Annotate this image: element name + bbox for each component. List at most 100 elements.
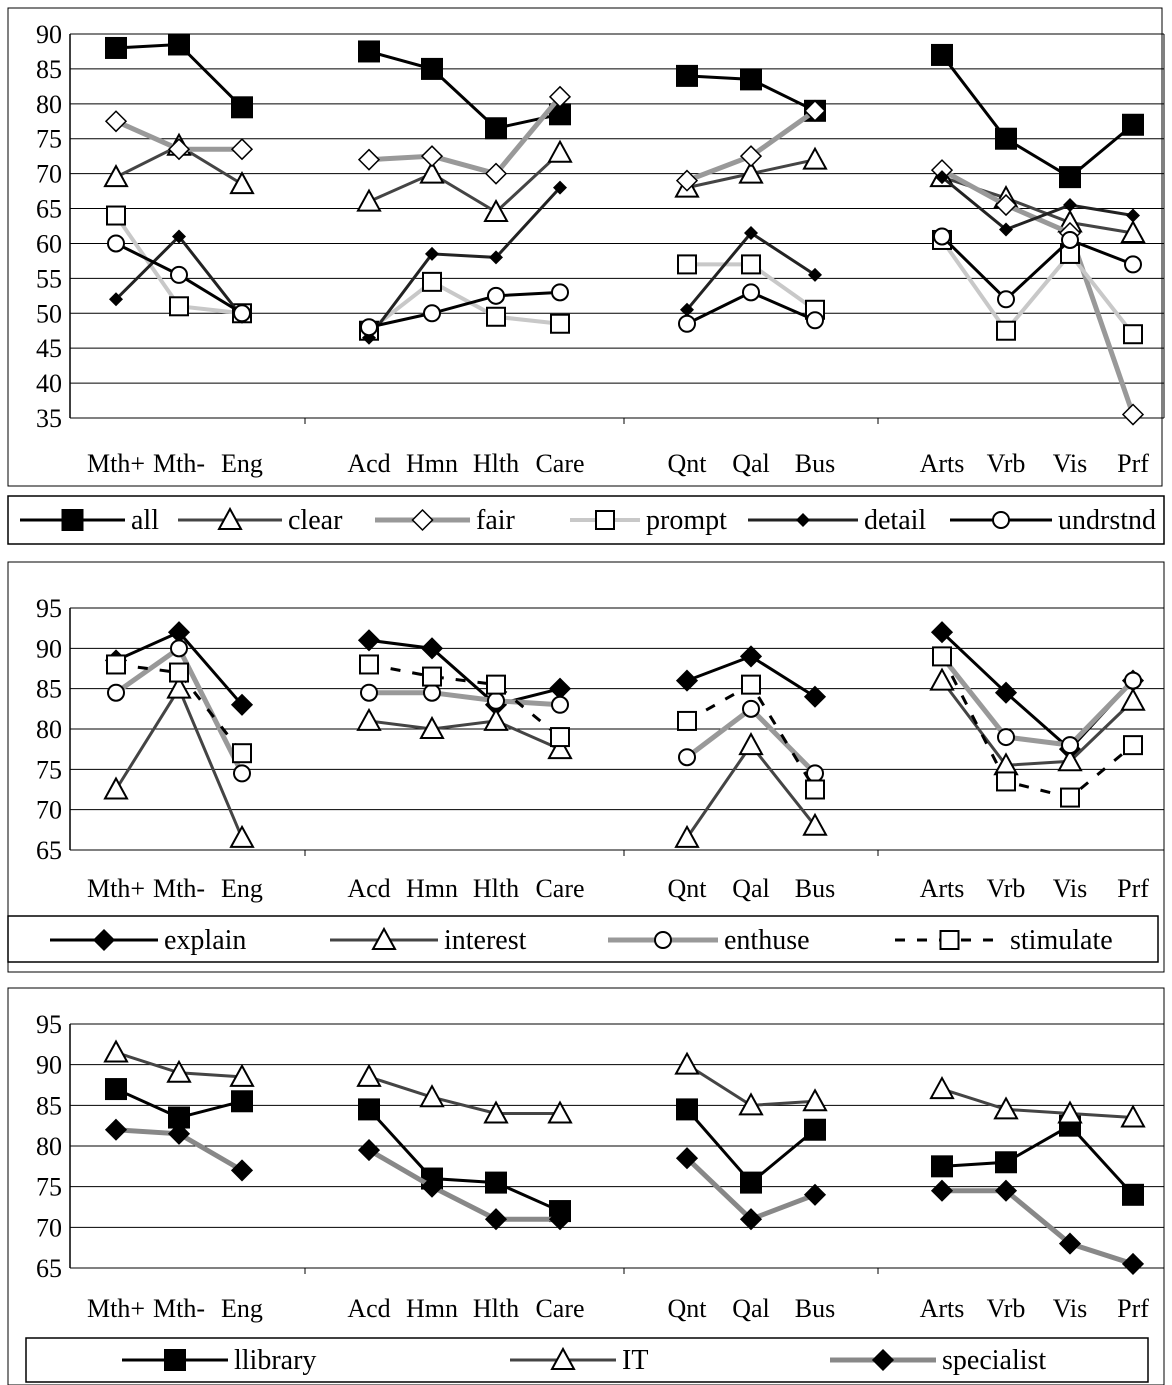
data-point (931, 1155, 953, 1178)
data-point (170, 639, 188, 658)
y-tick-label: 50 (36, 299, 62, 328)
data-point (483, 1100, 509, 1124)
x-tick-label: Care (535, 449, 584, 478)
data-point (422, 666, 442, 687)
data-point (739, 645, 763, 668)
data-point (548, 677, 572, 700)
data-point (1123, 324, 1143, 345)
data-point (105, 36, 127, 59)
legend-marker (371, 926, 397, 950)
x-tick-label: Bus (795, 449, 835, 478)
legend-label: llibrary (234, 1345, 316, 1376)
y-tick-label: 80 (36, 1132, 62, 1161)
y-tick-label: 65 (36, 1254, 62, 1283)
series-line (941, 1087, 1134, 1120)
legend-label: specialist (942, 1345, 1046, 1376)
x-tick-label: Hmn (406, 874, 458, 903)
data-point (420, 1175, 444, 1198)
y-tick-label: 90 (36, 634, 62, 663)
data-point (419, 715, 445, 739)
data-point (167, 1122, 191, 1145)
x-tick-label: Mth- (153, 449, 205, 478)
data-point (930, 621, 954, 644)
x-tick-label: Acd (347, 1294, 390, 1323)
data-point (485, 1171, 507, 1194)
chart-1: 35 40 45 50 55 60 65 70 75 80 85 90 Mth+ Mth- Eng Acd Hm… (7, 7, 1165, 545)
data-point (105, 1078, 127, 1101)
data-point (233, 764, 251, 783)
data-point (1057, 748, 1083, 772)
series-line (367, 1108, 561, 1213)
data-point (106, 205, 126, 226)
data-point (230, 1159, 254, 1182)
series-line (942, 1188, 1134, 1267)
series-line (114, 685, 244, 839)
series-line (940, 679, 1135, 767)
legend-label: fair (476, 505, 516, 536)
x-tick-label: Qnt (668, 449, 708, 478)
data-point (808, 267, 822, 282)
data-point (742, 283, 760, 302)
series-interest (103, 667, 1146, 848)
data-point (420, 145, 444, 168)
x-tick-label: Hmn (406, 1294, 458, 1323)
y-tick-label: 75 (36, 125, 62, 154)
data-point (744, 225, 758, 240)
data-point (109, 292, 123, 307)
data-point (422, 271, 442, 292)
data-point (1121, 1252, 1145, 1275)
y-tick-label: 90 (36, 1051, 62, 1080)
legend-marker (411, 508, 434, 532)
data-point (678, 314, 696, 333)
data-point (740, 68, 762, 91)
chart-3: 65 70 75 80 85 90 95 Mth+ Mth- Eng Acd Hmn Hlth Care Q… (7, 987, 1165, 1385)
data-point (1063, 198, 1077, 213)
data-point (674, 824, 700, 848)
data-point (997, 290, 1015, 309)
data-point (930, 1179, 954, 1202)
data-point (1126, 208, 1140, 223)
y-tick-label: 90 (36, 20, 62, 49)
data-point (1121, 403, 1145, 426)
data-point (547, 736, 573, 760)
data-point (802, 146, 828, 170)
data-point (229, 1063, 255, 1087)
x-tick-label: Qal (732, 1294, 770, 1323)
data-point (103, 1039, 129, 1063)
data-point (1061, 230, 1079, 249)
data-point (677, 254, 697, 275)
x-tick-label: Arts (920, 874, 965, 903)
data-point (360, 683, 378, 702)
data-point (933, 227, 951, 246)
data-point (107, 234, 125, 253)
legend-label: detail (864, 505, 926, 536)
data-point (487, 286, 505, 305)
data-point (106, 654, 126, 675)
x-tick-label: Prf (1117, 1294, 1149, 1323)
series-line (940, 238, 1135, 336)
data-point (553, 180, 567, 195)
data-point (104, 1118, 128, 1141)
y-tick-label: 80 (36, 715, 62, 744)
data-point (1061, 736, 1079, 755)
data-point (929, 667, 955, 691)
data-point (677, 710, 697, 731)
series-line (941, 175, 1134, 232)
x-tick-label: Qal (732, 874, 770, 903)
data-point (356, 1063, 382, 1087)
x-tick-label: Hlth (473, 449, 519, 478)
data-point (1123, 735, 1143, 756)
data-point (423, 304, 441, 323)
series-all (105, 33, 1144, 189)
legend-marker (550, 1346, 576, 1370)
series-undrstnd (107, 227, 1142, 337)
data-point (421, 57, 443, 80)
data-point (230, 693, 254, 716)
legend-marker (796, 513, 810, 527)
y-tick-label: 55 (36, 264, 62, 293)
data-point (995, 127, 1017, 150)
y-tick-label: 40 (36, 369, 62, 398)
data-point (168, 33, 190, 56)
data-point (1059, 166, 1081, 189)
legend-label: prompt (646, 505, 727, 536)
